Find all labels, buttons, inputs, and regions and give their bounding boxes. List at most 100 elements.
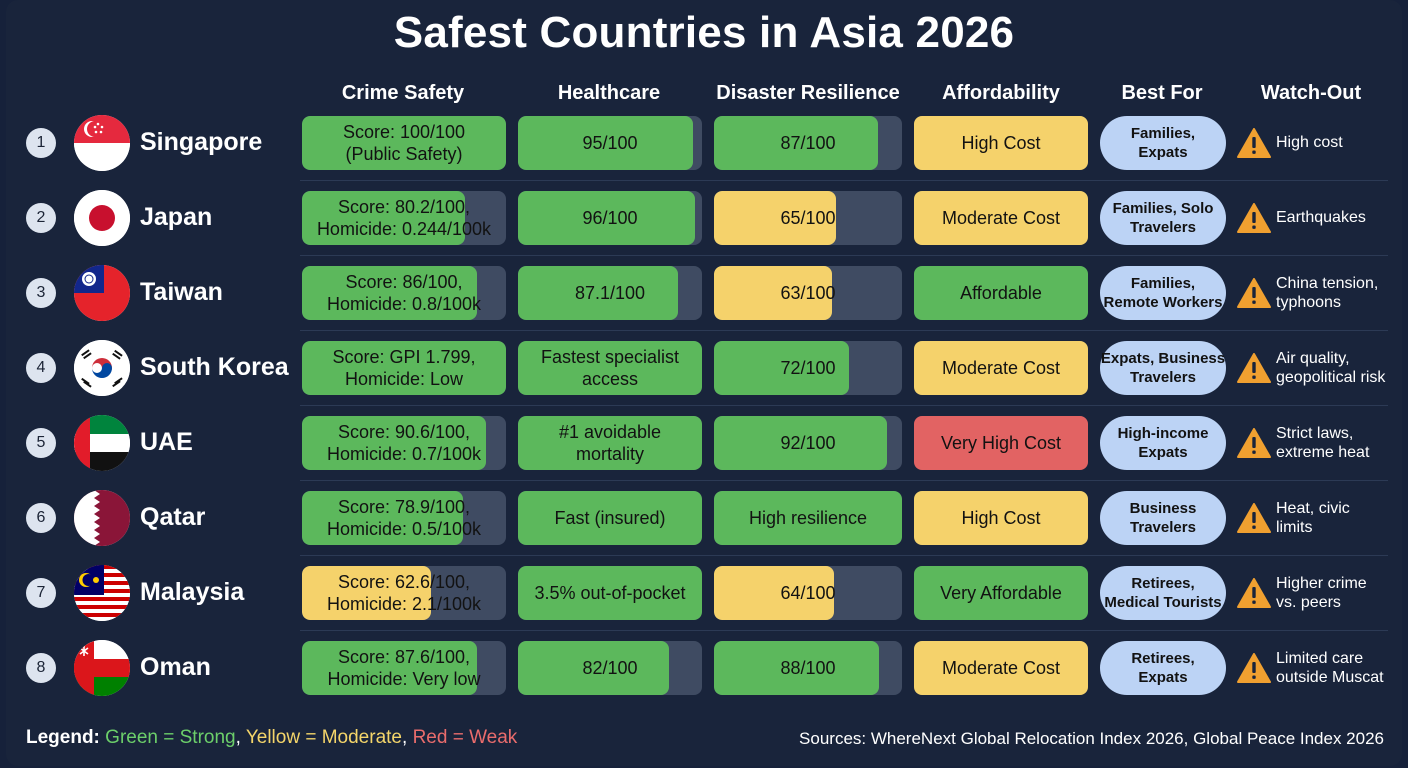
health-bar-fill [518, 641, 669, 695]
warning-icon [1237, 128, 1271, 158]
crime-value-label: Score: 87.6/100, Homicide: Very low [327, 647, 481, 689]
crime-bar: Score: 62.6/100, Homicide: 2.1/100k [302, 566, 506, 620]
crime-value-label: Score: 100/100 (Public Safety) [342, 122, 466, 164]
disaster-value-label: 65/100 [780, 208, 836, 228]
crime-bar: Score: 100/100 (Public Safety) [302, 116, 506, 170]
health-value-label: #1 avoidable mortality [558, 422, 662, 464]
health-value-label: Fastest specialist access [540, 347, 680, 389]
warning-icon [1237, 203, 1271, 233]
disaster-value-label: 87/100 [780, 133, 836, 153]
rank-badge: 5 [26, 428, 56, 458]
warning-icon [1237, 653, 1271, 683]
health-bar: 95/100 [518, 116, 702, 170]
sources-note: Sources: WhereNext Global Relocation Ind… [799, 729, 1384, 748]
health-bar-fill [518, 491, 702, 545]
legend-yellow: Yellow = Moderate [245, 727, 402, 748]
crime-bar-fill [302, 416, 486, 470]
rank-badge: 6 [26, 503, 56, 533]
health-bar: 96/100 [518, 191, 702, 245]
crime-bar-fill [302, 491, 464, 545]
best-for-pill: Retirees, Medical Tourists [1100, 566, 1226, 620]
health-bar-fill [518, 416, 702, 470]
watch-out-text: Earthquakes [1276, 209, 1366, 226]
row-separator [300, 330, 1388, 331]
disaster-bar: 88/100 [714, 641, 902, 695]
crime-bar: Score: 87.6/100, Homicide: Very low [302, 641, 506, 695]
singapore-flag-icon [74, 115, 130, 171]
disaster-bar: 64/100 [714, 566, 902, 620]
affordability-cell: High Cost [914, 491, 1088, 545]
health-bar: Fast (insured) [518, 491, 702, 545]
crime-bar-fill [302, 191, 466, 245]
crime-value-label: Score: GPI 1.799, Homicide: Low [332, 347, 476, 389]
affordability-label: Very High Cost [940, 433, 1062, 453]
warning-icon [1237, 428, 1271, 458]
affordability-cell: Moderate Cost [914, 191, 1088, 245]
best-for-pill: Families, Remote Workers [1100, 266, 1226, 320]
health-bar-fill [518, 341, 702, 395]
legend-sep-1: , [235, 727, 246, 748]
japan-flag-icon [74, 190, 130, 246]
country-name: Taiwan [140, 278, 223, 306]
disaster-bar-fill [714, 116, 878, 170]
disaster-bar-fill [714, 341, 850, 395]
health-bar: 3.5% out-of-pocket [518, 566, 702, 620]
disaster-value-label: 72/100 [780, 358, 836, 378]
affordability-cell: Moderate Cost [914, 641, 1088, 695]
health-value-label: 96/100 [582, 208, 638, 228]
row-separator [300, 555, 1388, 556]
rank-badge: 7 [26, 578, 56, 608]
disaster-bar-fill [714, 266, 833, 320]
affordability-label: Very Affordable [940, 583, 1062, 603]
health-value-label: Fast (insured) [554, 508, 666, 528]
health-bar-fill [518, 116, 693, 170]
legend-sep-2: , [402, 727, 413, 748]
best-for-pill: Families, Solo Travelers [1100, 191, 1226, 245]
disaster-bar: 65/100 [714, 191, 902, 245]
warning-icon [1237, 503, 1271, 533]
best-for-pill: Retirees, Expats [1100, 641, 1226, 695]
country-name: South Korea [140, 353, 289, 381]
country-name: UAE [140, 428, 193, 456]
affordability-label: High Cost [961, 508, 1041, 528]
oman-flag-icon [74, 640, 130, 696]
crime-bar-fill [302, 266, 478, 320]
south-korea-flag-icon [74, 340, 130, 396]
crime-bar: Score: 78.9/100, Homicide: 0.5/100k [302, 491, 506, 545]
affordability-cell: Very Affordable [914, 566, 1088, 620]
header-crime-safety: Crime Safety [341, 82, 465, 104]
disaster-value-label: 92/100 [780, 433, 836, 453]
taiwan-flag-icon [74, 265, 130, 321]
watch-out-text: Higher crime vs. peers [1276, 575, 1367, 611]
disaster-bar-fill [714, 566, 835, 620]
malaysia-flag-icon [74, 565, 130, 621]
affordability-label: Moderate Cost [941, 658, 1061, 678]
health-bar-fill [518, 191, 695, 245]
row-separator [300, 255, 1388, 256]
legend-label: Legend: [26, 727, 100, 748]
disaster-bar-fill [714, 641, 880, 695]
disaster-bar: 92/100 [714, 416, 902, 470]
disaster-value-label: High resilience [748, 508, 868, 528]
crime-bar: Score: 80.2/100, Homicide: 0.244/100k [302, 191, 506, 245]
crime-value-label: Score: 86/100, Homicide: 0.8/100k [326, 272, 482, 314]
disaster-bar-fill [714, 191, 837, 245]
watch-out-text: Strict laws, extreme heat [1276, 425, 1370, 461]
disaster-value-label: 64/100 [780, 583, 836, 603]
crime-bar-fill [302, 116, 506, 170]
crime-bar-fill [302, 341, 506, 395]
crime-value-label: Score: 78.9/100, Homicide: 0.5/100k [326, 497, 482, 539]
country-name: Oman [140, 653, 211, 681]
crime-value-label: Score: 80.2/100, Homicide: 0.244/100k [316, 197, 492, 239]
header-disaster-resilience: Disaster Resilience [716, 82, 900, 104]
warning-icon [1237, 578, 1271, 608]
affordability-cell: Moderate Cost [914, 341, 1088, 395]
warning-icon [1237, 353, 1271, 383]
rank-badge: 2 [26, 203, 56, 233]
qatar-flag-icon [74, 490, 130, 546]
affordability-label: Moderate Cost [941, 208, 1061, 228]
country-name: Singapore [140, 128, 263, 156]
health-value-label: 3.5% out-of-pocket [534, 583, 686, 603]
health-value-label: 82/100 [582, 658, 638, 678]
rank-badge: 4 [26, 353, 56, 383]
